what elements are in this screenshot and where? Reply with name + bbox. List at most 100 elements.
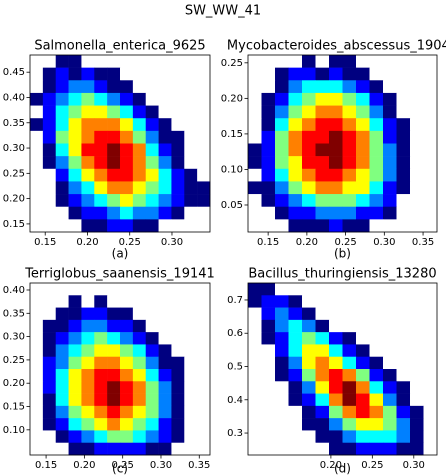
heatmap-cell (261, 283, 276, 296)
heatmap-cell (68, 143, 82, 157)
heatmap-cell (369, 405, 384, 419)
y-tick-label: 0.40 (3, 92, 25, 103)
heatmap-cell (81, 168, 95, 182)
heatmap-cell (302, 92, 316, 106)
heatmap-cell (329, 67, 343, 81)
heatmap-cell (329, 295, 343, 308)
heatmap-cell (329, 430, 343, 444)
heatmap-cell (55, 156, 69, 170)
heatmap-cell (383, 369, 397, 382)
heatmap-cell (107, 219, 121, 233)
heatmap-cell (248, 118, 262, 132)
axes-frame (29, 54, 211, 233)
heatmap-cell (410, 92, 424, 106)
heatmap-cell (132, 118, 147, 132)
heatmap-cell (145, 283, 159, 296)
heatmap-cell (81, 67, 95, 81)
heatmap-cell (288, 105, 303, 119)
heatmap-cell (261, 369, 276, 382)
heatmap-cell (410, 181, 424, 195)
heatmap-cell (356, 369, 370, 382)
heatmap-cell (132, 393, 147, 407)
heatmap-cell (396, 143, 411, 157)
heatmap-cell (120, 307, 134, 321)
heatmap-cell (383, 168, 397, 182)
heatmap-cell (383, 55, 397, 68)
heatmap-cell (145, 194, 159, 208)
heatmap-cell (248, 418, 262, 431)
heatmap-cell (261, 105, 276, 119)
heatmap-cell (288, 118, 303, 132)
heatmap-cell (410, 418, 424, 431)
heatmap-cell (383, 130, 397, 144)
panel: Salmonella_enterica_9625 0.15 0.20 0.25 0.30… (3, 39, 211, 261)
heatmap-cell (315, 118, 330, 132)
heatmap-cell (315, 369, 330, 382)
heatmap-cell (369, 168, 384, 182)
heatmap-cell (369, 206, 384, 220)
heatmap-cell (410, 206, 424, 220)
heatmap-cell (356, 344, 370, 358)
heatmap-cell (81, 295, 95, 308)
heatmap-cell (158, 344, 172, 358)
heatmap-cell (171, 344, 185, 358)
heatmap-cell (315, 143, 330, 157)
heatmap-cell (248, 219, 262, 233)
heatmap-cell (107, 105, 121, 119)
heatmap-cell (356, 319, 370, 333)
heatmap-cell (396, 430, 411, 444)
heatmap-cell (275, 356, 289, 370)
heatmap-cell (81, 356, 95, 370)
heatmap-cell (356, 80, 370, 94)
heatmap-cell (197, 356, 211, 370)
heatmap-cell (275, 332, 289, 345)
heatmap-cell (132, 55, 147, 68)
heatmap-cell (171, 442, 185, 456)
heatmap-cell (329, 219, 343, 233)
x-tick-label: 0.30 (150, 460, 172, 471)
heatmap-cell (356, 181, 370, 195)
heatmap-cell (410, 105, 424, 119)
heatmap-cell (30, 430, 44, 444)
heatmap-cell (184, 283, 198, 296)
heatmap-cell (55, 118, 69, 132)
heatmap-cell (275, 369, 289, 382)
heatmap-cell (94, 168, 108, 182)
heatmap-cell (302, 67, 316, 81)
x-tick-label: 0.20 (296, 237, 318, 248)
heatmap-cell (184, 181, 198, 195)
heatmap-cell (158, 168, 172, 182)
heatmap-cell (68, 319, 82, 333)
heatmap-cell (423, 105, 438, 119)
heatmap-cell (158, 92, 172, 106)
heatmap-cell (410, 344, 424, 358)
heatmap-cell (158, 181, 172, 195)
heatmap-cell (369, 55, 384, 68)
heatmap-cell (145, 405, 159, 419)
heatmap-cell (94, 369, 108, 382)
heatmap-cell (120, 295, 134, 308)
heatmap-cell (315, 105, 330, 119)
heatmap-cell (107, 344, 121, 358)
heatmap-cell (145, 442, 159, 456)
heatmap-cell (302, 168, 316, 182)
heatmap-cell (120, 130, 134, 144)
heatmap-cell (30, 206, 44, 220)
heatmap-cell (261, 405, 276, 419)
heatmap-cell (107, 442, 121, 456)
heatmap-cell (158, 405, 172, 419)
heatmap-cell (288, 181, 303, 195)
heatmap-cell (423, 194, 438, 208)
heatmap-cell (94, 67, 108, 81)
heatmap-cell (288, 369, 303, 382)
heatmap-cell (302, 283, 316, 296)
panel: Terriglobus_saanensis_19141 0.15 0.20 0.25 0… (3, 267, 215, 475)
heatmap-cell (94, 143, 108, 157)
heatmap-cell (248, 381, 262, 394)
heatmap-cell (42, 344, 57, 358)
heatmap-cell (145, 219, 159, 233)
heatmap-cell (329, 319, 343, 333)
heatmap-cell (288, 143, 303, 157)
heatmap-cell (288, 206, 303, 220)
heatmap-cell (55, 393, 69, 407)
